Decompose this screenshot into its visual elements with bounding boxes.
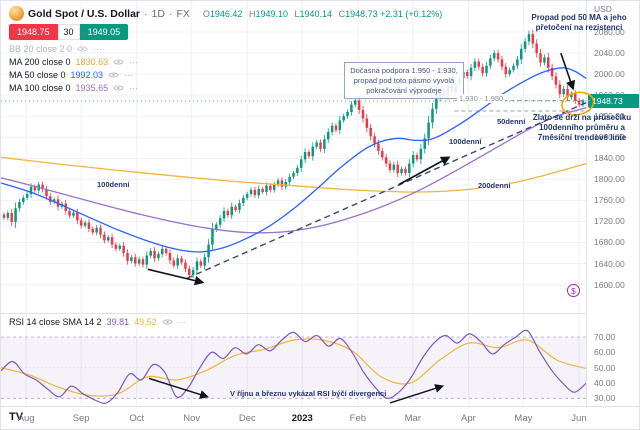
time-axis-label: 2023 bbox=[291, 413, 313, 424]
rsi-axis-label: 40.00 bbox=[594, 378, 616, 388]
indicator-row-ma100[interactable]: MA 100 close 0 1935.65 bbox=[9, 83, 138, 93]
ma50-line-label[interactable]: 50denní bbox=[497, 117, 526, 126]
symbol-title[interactable]: Gold Spot / U.S. Dollar bbox=[28, 7, 141, 20]
symbol-legend[interactable]: Gold Spot / U.S. Dollar · 1D · FX O1946.… bbox=[9, 6, 442, 21]
rsi-axis-label: 30.00 bbox=[594, 393, 616, 404]
price-axis-label: 1760.00 bbox=[594, 195, 625, 206]
currency-label: USD bbox=[594, 4, 612, 14]
annotation-zone-label[interactable]: 1.930 - 1.950 bbox=[457, 94, 506, 103]
more-options-icon[interactable] bbox=[124, 72, 133, 78]
change-value: +2.31 (+0.12%) bbox=[380, 8, 443, 19]
time-axis-label: Aug bbox=[17, 413, 35, 424]
time-axis-label: Dec bbox=[238, 413, 256, 424]
indicator-value: 1935.65 bbox=[75, 83, 109, 93]
time-axis-label: Jun bbox=[571, 413, 587, 424]
high-value: 1949.10 bbox=[255, 8, 288, 19]
spread-value: 30 bbox=[57, 24, 80, 40]
tradingview-logo[interactable]: TV bbox=[9, 411, 24, 423]
indicator-label: MA 100 close 0 bbox=[9, 83, 71, 93]
open-label: O bbox=[202, 8, 210, 19]
rsi-axis-label: 50.00 bbox=[594, 362, 616, 373]
more-options-icon[interactable] bbox=[129, 59, 138, 65]
price-axis-label: 1600.00 bbox=[594, 279, 625, 290]
rsi-legend[interactable]: RSI 14 close SMA 14 2 39.81 49.52 bbox=[9, 317, 187, 327]
time-axis-label: Mar bbox=[404, 413, 422, 424]
indicator-value: 1830.63 bbox=[75, 57, 109, 67]
price-axis-label: 2000.00 bbox=[594, 69, 625, 80]
open-value: 1946.42 bbox=[209, 8, 243, 19]
ma100-line-label-left[interactable]: 100denní bbox=[97, 180, 130, 189]
price-axis-label: 1840.00 bbox=[594, 153, 625, 164]
low-label: L bbox=[294, 8, 300, 19]
indicator-value: 1992.03 bbox=[70, 70, 104, 80]
eye-icon[interactable] bbox=[113, 58, 124, 66]
indicator-label: MA 50 close 0 bbox=[9, 70, 66, 80]
price-axis-label: 1640.00 bbox=[594, 258, 625, 269]
buy-button[interactable]: 1949.05 bbox=[79, 24, 129, 40]
eye-icon[interactable] bbox=[113, 84, 124, 92]
ohlc-readout: O1946.42 H1949.10 L1940.14 C1948.73 +2.3… bbox=[199, 9, 442, 19]
high-label: H bbox=[248, 8, 256, 19]
price-axis-label: 1920.00 bbox=[594, 111, 625, 122]
eye-icon[interactable] bbox=[77, 45, 88, 53]
time-axis-label: Sep bbox=[72, 413, 90, 424]
close-label: C bbox=[338, 8, 346, 19]
event-marker-icon[interactable]: $ bbox=[567, 284, 580, 297]
low-value: 1940.14 bbox=[299, 8, 333, 19]
indicator-row-bb[interactable]: BB 20 close 2 0 bbox=[9, 44, 102, 54]
separator-dot: · bbox=[144, 7, 148, 20]
indicator-row-ma50[interactable]: MA 50 close 0 1992.03 bbox=[9, 70, 133, 80]
price-axis-label: 2040.00 bbox=[594, 48, 625, 59]
price-axis-label: 1880.00 bbox=[594, 132, 625, 143]
rsi-chart-canvas[interactable] bbox=[1, 314, 586, 406]
indicator-label: BB 20 close 2 0 bbox=[9, 44, 73, 54]
price-axis-label: 2080.00 bbox=[594, 27, 625, 38]
price-axis-label: 1680.00 bbox=[594, 237, 625, 248]
eye-icon[interactable] bbox=[108, 71, 119, 79]
exchange-label: FX bbox=[176, 7, 190, 20]
rsi-sma-value: 49.52 bbox=[134, 317, 157, 327]
pane-divider[interactable] bbox=[1, 313, 587, 314]
price-axis[interactable]: USD 1948.73 2080.002040.002000.001960.00… bbox=[586, 1, 639, 406]
more-options-icon[interactable] bbox=[178, 319, 187, 325]
order-widget: 1948.75 30 1949.05 bbox=[9, 24, 129, 40]
separator-dot: · bbox=[168, 7, 173, 20]
last-price-badge: 1948.73 bbox=[588, 94, 639, 109]
more-options-icon[interactable] bbox=[93, 46, 102, 52]
rsi-axis-label: 70.00 bbox=[594, 332, 616, 342]
rsi-label: RSI 14 close SMA 14 2 bbox=[9, 317, 102, 327]
time-axis-label: Feb bbox=[349, 413, 367, 424]
annotation-break-below-ma50[interactable]: Propad pod 50 MA a jeho přetočení na rez… bbox=[531, 13, 627, 32]
ma200-line-label[interactable]: 200denní bbox=[478, 181, 511, 190]
annotation-hold-crossing[interactable]: Zlato se drží na průsečíku 100denního pr… bbox=[532, 113, 632, 142]
ma100-line-label[interactable]: 100denní bbox=[449, 137, 482, 146]
annotation-support-box[interactable]: Dočasná podpora 1.950 - 1.930, propad po… bbox=[344, 62, 464, 100]
price-axis-label: 1800.00 bbox=[594, 174, 625, 185]
indicator-row-ma200[interactable]: MA 200 close 0 1830.63 bbox=[9, 57, 138, 67]
rsi-axis-label: 60.00 bbox=[594, 347, 616, 358]
sell-button[interactable]: 1948.75 bbox=[9, 24, 58, 40]
annotation-rsi-divergence[interactable]: V říjnu a březnu vykázal RSI býčí diverg… bbox=[230, 389, 387, 398]
time-axis-label: May bbox=[514, 413, 533, 424]
time-axis-label: Nov bbox=[183, 413, 201, 424]
gold-symbol-icon bbox=[9, 6, 24, 21]
eye-icon[interactable] bbox=[161, 318, 173, 326]
rsi-value: 39.81 bbox=[106, 317, 130, 327]
indicator-label: MA 200 close 0 bbox=[9, 57, 71, 67]
interval-label[interactable]: 1D bbox=[151, 7, 165, 20]
time-axis-label: Apr bbox=[461, 413, 476, 424]
price-axis-label: 1720.00 bbox=[594, 216, 625, 227]
time-axis-label: Oct bbox=[129, 413, 145, 424]
time-axis[interactable]: TV Aug Sep Oct Nov Dec 2023 Feb Mar Apr May Jun bbox=[1, 406, 639, 429]
more-options-icon[interactable] bbox=[129, 85, 138, 91]
close-value: 1948.73 bbox=[345, 8, 378, 19]
